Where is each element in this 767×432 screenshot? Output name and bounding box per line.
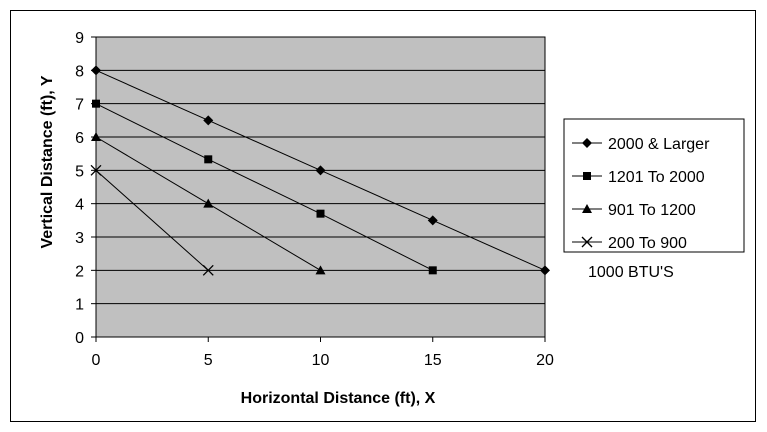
data-point: [91, 132, 101, 141]
legend-label: 200 To 900: [608, 235, 687, 252]
y-tick-label: 6: [75, 130, 84, 147]
data-point: [315, 165, 326, 176]
y-tick-label: 8: [75, 63, 84, 80]
data-point: [90, 164, 102, 176]
y-tick-label: 4: [75, 197, 84, 214]
y-tick-label: 3: [75, 230, 84, 247]
plot-area: [95, 36, 546, 338]
legend-label: 901 To 1200: [608, 202, 696, 219]
y-axis-title: Vertical Distance (ft), Y: [39, 75, 56, 248]
data-point: [428, 266, 437, 275]
data-point: [203, 115, 214, 126]
data-point: [427, 215, 438, 226]
legend-marker: [583, 172, 591, 180]
data-point: [540, 265, 550, 276]
data-point: [316, 209, 325, 218]
y-tick-label: 7: [75, 97, 84, 114]
x-axis-ticks: 0 5 10 15 20: [92, 337, 554, 369]
y-tick-label: 5: [75, 163, 84, 180]
x-tick-label: 15: [424, 352, 442, 369]
legend: 2000 & Larger 1201 To 2000 901 To 1200 200 …: [572, 136, 710, 252]
y-axis-ticks: 0 1 2 3 4 5 6 7 8 9: [75, 30, 96, 347]
data-point: [92, 99, 100, 108]
data-point: [204, 155, 213, 164]
data-point: [91, 65, 101, 76]
y-tick-label: 2: [75, 263, 84, 280]
data-point: [202, 264, 214, 276]
legend-marker: [582, 138, 592, 148]
x-tick-label: 10: [312, 352, 330, 369]
series-lines: [90, 65, 550, 276]
y-tick-label: 0: [75, 330, 84, 347]
legend-marker: [581, 236, 593, 248]
x-tick-label: 0: [92, 352, 101, 369]
x-tick-label: 5: [204, 352, 213, 369]
annotation-label: 1000 BTU'S: [588, 264, 674, 281]
series-line-1: [95, 103, 433, 271]
x-axis-title: Horizontal Distance (ft), X: [241, 390, 436, 407]
y-tick-label: 9: [75, 30, 84, 47]
legend-label: 1201 To 2000: [608, 169, 705, 186]
legend-box: [563, 118, 745, 253]
y-tick-label: 1: [75, 297, 84, 314]
legend-marker: [582, 204, 592, 213]
legend-label: 2000 & Larger: [608, 136, 710, 153]
series-line-3: [95, 169, 209, 271]
data-point: [315, 265, 326, 275]
x-tick-label: 20: [536, 352, 554, 369]
data-point: [203, 198, 214, 208]
